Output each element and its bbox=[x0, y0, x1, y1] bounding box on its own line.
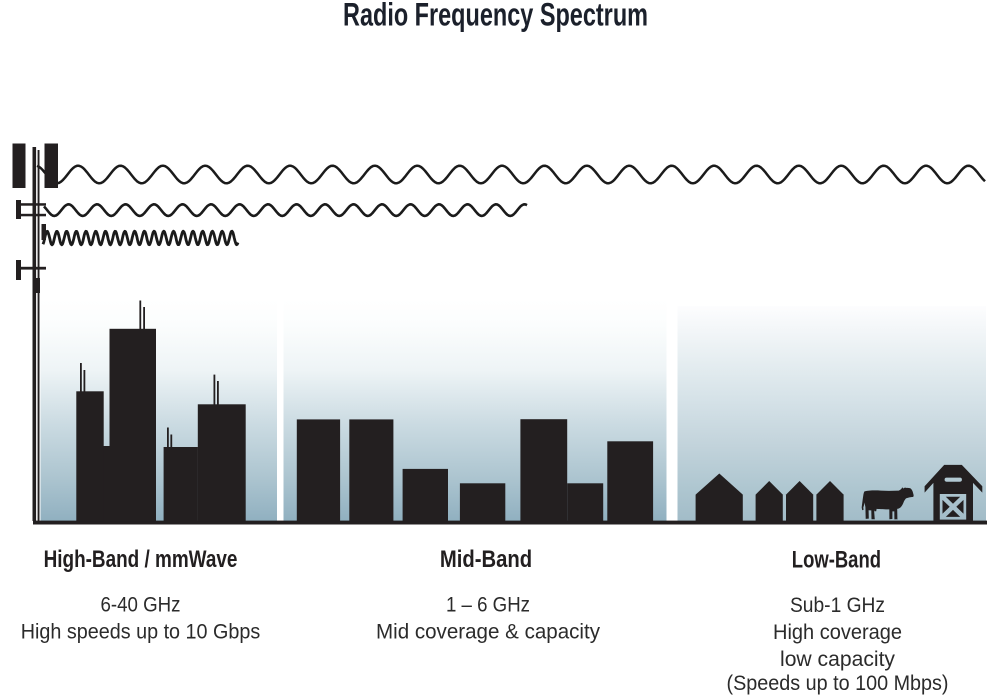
svg-text:low capacity: low capacity bbox=[780, 648, 895, 671]
svg-text:(Speeds up to 100 Mbps): (Speeds up to 100 Mbps) bbox=[727, 672, 949, 695]
svg-text:1 – 6 GHz: 1 – 6 GHz bbox=[446, 594, 530, 617]
svg-text:Mid coverage & capacity: Mid coverage & capacity bbox=[376, 621, 600, 644]
svg-text:Sub-1 GHz: Sub-1 GHz bbox=[790, 594, 885, 617]
svg-text:6-40 GHz: 6-40 GHz bbox=[101, 594, 181, 617]
svg-text:High-Band / mmWave: High-Band / mmWave bbox=[44, 546, 238, 573]
svg-text:Low-Band: Low-Band bbox=[792, 547, 881, 574]
svg-text:Radio Frequency Spectrum: Radio Frequency Spectrum bbox=[343, 0, 648, 33]
svg-text:High speeds up to 10 Gbps: High speeds up to 10 Gbps bbox=[21, 621, 261, 644]
svg-text:High coverage: High coverage bbox=[773, 621, 902, 644]
svg-text:Mid-Band: Mid-Band bbox=[440, 546, 532, 573]
